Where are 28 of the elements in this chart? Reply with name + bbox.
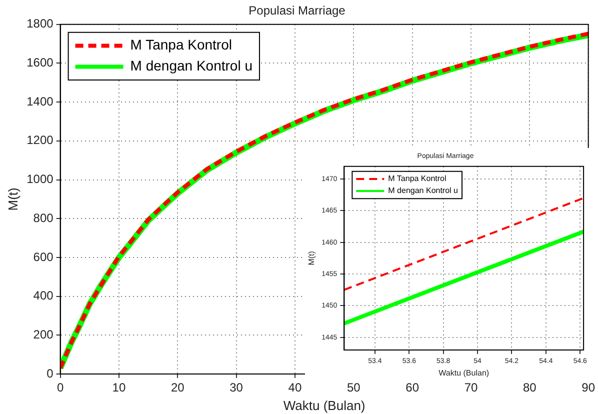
y-tick-label: 1800 (26, 16, 54, 31)
legend-label: M dengan Kontrol u (388, 186, 458, 196)
x-tick-label: 10 (112, 380, 126, 395)
y-tick-label: 200 (33, 327, 54, 342)
y-tick-label: 1000 (26, 172, 54, 186)
y-tick-label: 1600 (26, 56, 54, 70)
x-tick-label: 20 (170, 380, 185, 395)
legend-label: M dengan Kontrol u (130, 58, 252, 74)
y-tick-label: 600 (33, 250, 54, 264)
y-tick-label: 1400 (26, 94, 54, 108)
x-tick-label: 30 (230, 380, 244, 395)
x-tick-label: 40 (288, 380, 302, 395)
y-tick-label: 400 (33, 288, 54, 303)
legend-label: M Tanpa Kontrol (388, 174, 447, 184)
x-tick-label: 50 (346, 380, 361, 395)
x-tick-label: 0 (56, 380, 64, 395)
x-axis-title: Waktu (Bulan) (438, 368, 490, 378)
x-tick-label: 90 (582, 380, 596, 395)
chart-title: Populasi Marriage (248, 4, 346, 18)
y-tick-label: 800 (33, 210, 54, 225)
legend-label: M Tanpa Kontrol (130, 36, 232, 53)
x-tick-label: 60 (406, 380, 420, 395)
x-tick-label: 80 (522, 380, 537, 395)
x-tick-label: 70 (464, 380, 478, 395)
y-axis-title: M(t) (5, 188, 20, 211)
y-tick-label: 1200 (26, 133, 54, 148)
x-axis-title: Waktu (Bulan) (283, 398, 366, 413)
y-axis-title: M(t) (307, 250, 316, 266)
